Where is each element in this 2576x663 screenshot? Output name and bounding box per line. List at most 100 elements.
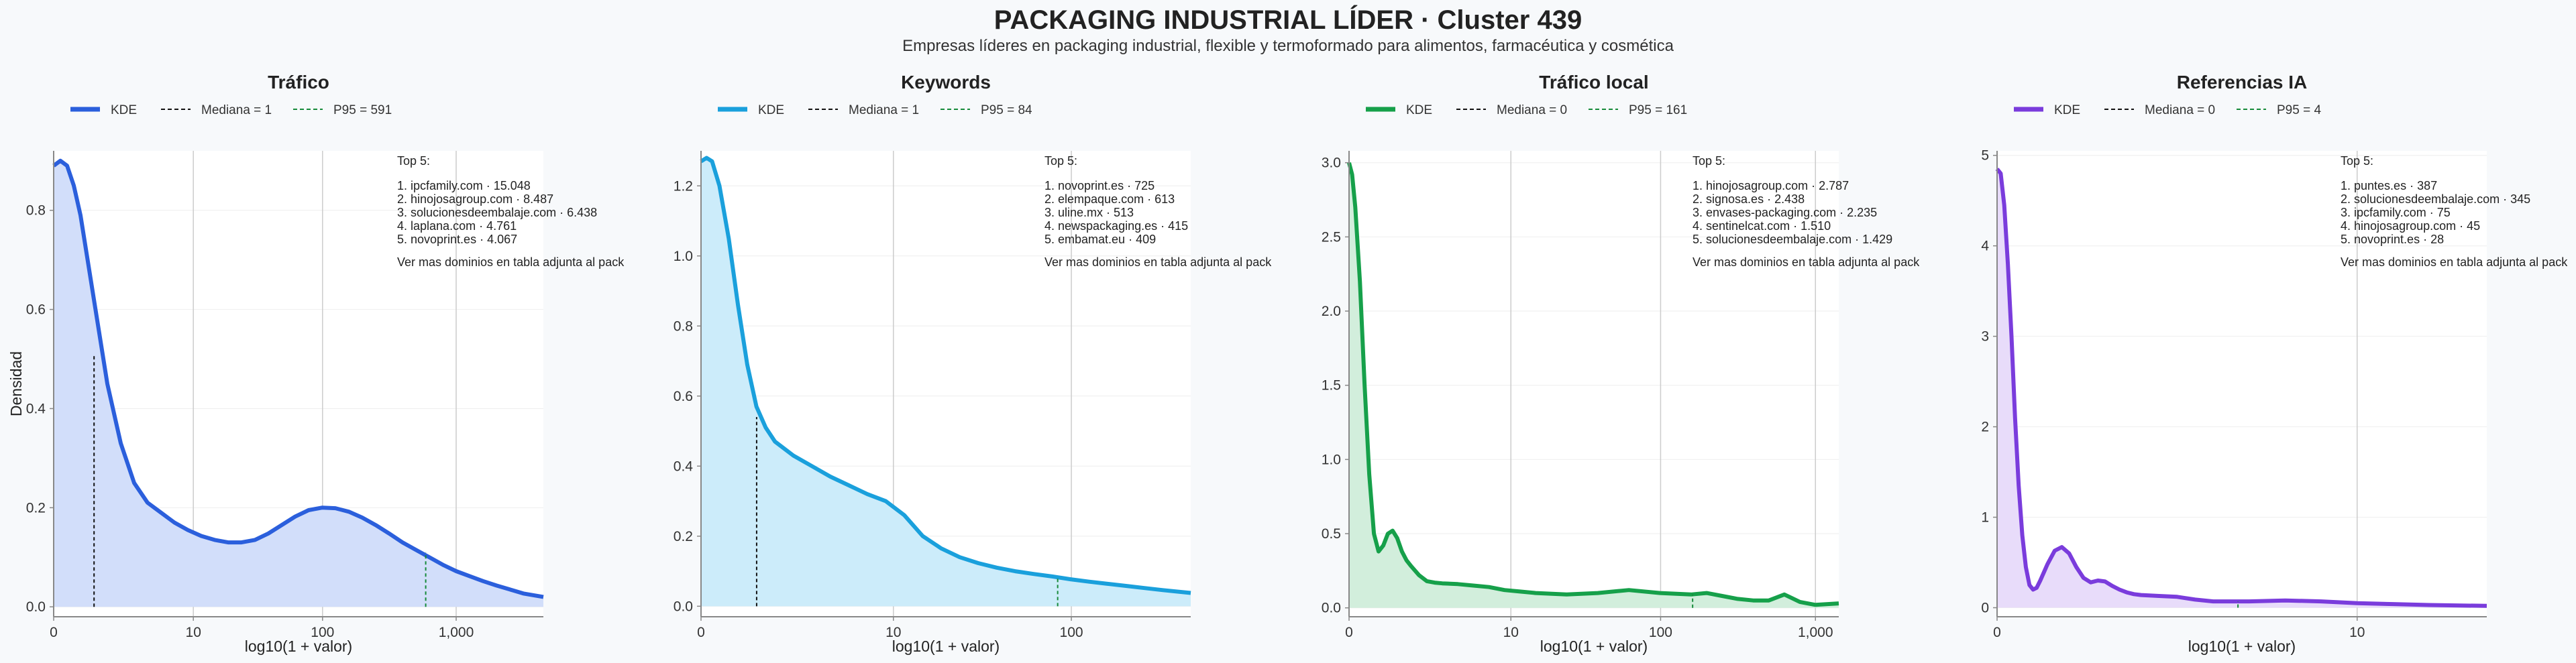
x-axis-label: log10(1 + valor) xyxy=(245,638,352,655)
top5-item: 2. solucionesdeembalaje.com · 345 xyxy=(2341,192,2530,206)
y-tick-label: 1.5 xyxy=(1322,378,1341,394)
top5-header: Top 5: xyxy=(1044,154,1077,168)
x-tick-label: 100 xyxy=(311,625,334,640)
top5-item: 4. newspackaging.es · 415 xyxy=(1044,219,1188,233)
chart-panel-4: Referencias IA KDE Mediana = 0 P95 = 4 0 1 2 3 4… xyxy=(1981,72,2568,655)
legend: KDE Mediana = 1 P95 = 84 xyxy=(718,103,1032,117)
kde-area xyxy=(54,160,543,607)
y-tick-label: 2.0 xyxy=(1322,304,1341,319)
top5-item: 3. ipcfamily.com · 75 xyxy=(2341,206,2451,219)
top5-item: 5. embamat.eu · 409 xyxy=(1044,233,1156,246)
legend-median-label: Mediana = 0 xyxy=(2145,103,2215,117)
y-tick-label: 0.6 xyxy=(26,302,46,318)
y-tick-label: 0.5 xyxy=(1322,526,1341,542)
y-tick-label: 2.5 xyxy=(1322,229,1341,245)
kde-line xyxy=(1347,162,1839,607)
top5-item: 5. solucionesdeembalaje.com · 1.429 xyxy=(1693,233,1892,246)
y-tick-label: 0.2 xyxy=(26,500,46,516)
y-tick-label: 4 xyxy=(1981,239,1989,254)
x-axis-label: log10(1 + valor) xyxy=(2188,638,2296,655)
legend-median-label: Mediana = 0 xyxy=(1497,103,1567,117)
top5-item: 1. hinojosagroup.com · 2.787 xyxy=(1693,179,1849,192)
kde-area xyxy=(1349,162,1839,608)
top5-item: 3. solucionesdeembalaje.com · 6.438 xyxy=(397,206,597,219)
y-tick-label: 3 xyxy=(1981,329,1989,345)
y-tick-label: 0.0 xyxy=(1322,601,1341,616)
y-tick-label: 0.4 xyxy=(26,401,46,416)
chart-title: Referencias IA xyxy=(2177,72,2308,93)
x-axis-label: log10(1 + valor) xyxy=(1540,638,1648,655)
top5-item: 1. ipcfamily.com · 15.048 xyxy=(397,179,531,192)
y-tick-label: 1.0 xyxy=(1322,452,1341,467)
top5-item: 5. novoprint.es · 28 xyxy=(2341,233,2444,246)
y-tick-label: 0.0 xyxy=(674,599,693,614)
legend-kde-label: KDE xyxy=(111,103,137,117)
x-tick-label: 1,000 xyxy=(1798,625,1833,640)
chart-title: Tráfico local xyxy=(1539,72,1648,93)
legend-median-label: Mediana = 1 xyxy=(201,103,272,117)
y-tick-label: 0.8 xyxy=(26,203,46,219)
x-tick-label: 0 xyxy=(1993,625,2001,640)
x-tick-label: 0 xyxy=(697,625,705,640)
chart-panel-2: Keywords KDE Mediana = 1 P95 = 84 0.0 0.2 0.4 0… xyxy=(674,72,1272,655)
x-tick-label: 10 xyxy=(2349,625,2365,640)
top5-item: 2. elempaque.com · 613 xyxy=(1044,192,1175,206)
y-tick-label: 2 xyxy=(1981,420,1989,435)
top5-header: Top 5: xyxy=(2341,154,2373,168)
top5-item: 1. puntes.es · 387 xyxy=(2341,179,2437,192)
chart-panel-1: Tráfico KDE Mediana = 1 P95 = 591 0.0 0.2 0.4 0… xyxy=(7,72,625,655)
legend: KDE Mediana = 0 P95 = 4 xyxy=(2014,103,2321,117)
x-tick-label: 100 xyxy=(1649,625,1672,640)
x-tick-label: 1,000 xyxy=(439,625,474,640)
top5-item: 5. novoprint.es · 4.067 xyxy=(397,233,517,246)
chart-title: Keywords xyxy=(901,72,991,93)
top5-item: 4. laplana.com · 4.761 xyxy=(397,219,517,233)
top5-item: 2. signosa.es · 2.438 xyxy=(1693,192,1805,206)
top5-header: Top 5: xyxy=(397,154,430,168)
kde-line xyxy=(52,158,544,599)
top5-item: 3. envases-packaging.com · 2.235 xyxy=(1693,206,1877,219)
legend-median-label: Mediana = 1 xyxy=(849,103,919,117)
top5-item: 4. sentinelcat.com · 1.510 xyxy=(1693,219,1831,233)
x-tick-label: 0 xyxy=(50,625,58,640)
top5-footer-note: Ver mas dominios en tabla adjunta al pac… xyxy=(1044,255,1272,269)
top5-footer-note: Ver mas dominios en tabla adjunta al pac… xyxy=(397,255,625,269)
y-axis-label: Densidad xyxy=(7,351,25,416)
x-tick-label: 10 xyxy=(1503,625,1519,640)
x-tick-label: 0 xyxy=(1345,625,1353,640)
top5-item: 4. hinojosagroup.com · 45 xyxy=(2341,219,2480,233)
y-tick-label: 5 xyxy=(1981,148,1989,164)
legend-kde-label: KDE xyxy=(758,103,784,117)
x-axis-label: log10(1 + valor) xyxy=(892,638,1000,655)
y-tick-label: 0.2 xyxy=(674,529,693,544)
chart-title: Tráfico xyxy=(268,72,329,93)
y-tick-label: 0.4 xyxy=(674,459,694,474)
top5-item: 2. hinojosagroup.com · 8.487 xyxy=(397,192,553,206)
y-tick-label: 0.0 xyxy=(26,599,46,615)
chart-panel-3: Tráfico local KDE Mediana = 0 P95 = 161 0.0 0… xyxy=(1322,72,1920,655)
plot-area xyxy=(1349,151,1839,617)
kde-line xyxy=(1995,168,2487,608)
page-subtitle: Empresas líderes en packaging industrial… xyxy=(902,37,1674,55)
x-tick-label: 10 xyxy=(885,625,901,640)
y-tick-label: 1.2 xyxy=(674,178,693,194)
legend-p95-label: P95 = 84 xyxy=(981,103,1032,117)
legend-p95-label: P95 = 161 xyxy=(1629,103,1687,117)
y-tick-label: 0 xyxy=(1981,601,1989,616)
x-tick-label: 100 xyxy=(1060,625,1083,640)
legend-kde-label: KDE xyxy=(2054,103,2080,117)
y-tick-label: 0.6 xyxy=(674,389,693,404)
legend-p95-label: P95 = 4 xyxy=(2277,103,2321,117)
top5-header: Top 5: xyxy=(1693,154,1725,168)
legend-p95-label: P95 = 591 xyxy=(333,103,392,117)
top5-footer-note: Ver mas dominios en tabla adjunta al pac… xyxy=(2341,255,2568,269)
plot-area xyxy=(1997,151,2487,617)
top5-item: 3. uline.mx · 513 xyxy=(1044,206,1134,219)
y-tick-label: 0.8 xyxy=(674,318,693,334)
y-tick-label: 1.0 xyxy=(674,249,693,264)
